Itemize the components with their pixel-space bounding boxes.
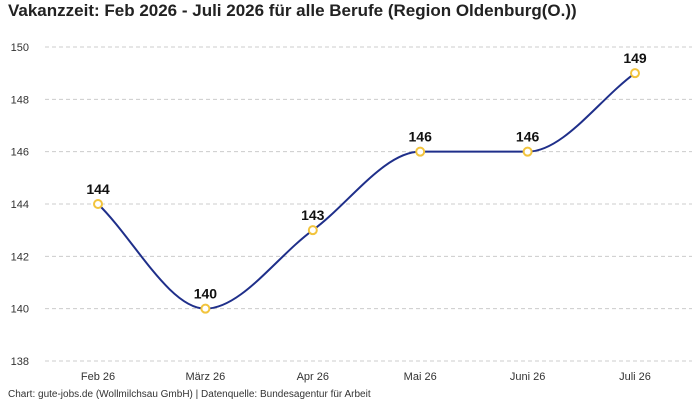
- x-tick-label: März 26: [186, 371, 226, 383]
- y-tick-label: 140: [11, 304, 29, 316]
- data-label: 146: [409, 129, 433, 145]
- data-label: 149: [623, 50, 647, 66]
- data-label: 144: [86, 181, 110, 197]
- x-tick-label: Juli 26: [619, 371, 651, 383]
- data-point: [307, 225, 318, 236]
- y-tick-label: 142: [11, 251, 29, 263]
- y-tick-label: 150: [11, 42, 29, 54]
- data-label: 140: [194, 286, 218, 302]
- data-point: [630, 68, 640, 79]
- data-point: [522, 146, 533, 157]
- data-point: [415, 146, 426, 157]
- grid-lines: [45, 46, 692, 362]
- y-tick-label: 148: [11, 94, 29, 106]
- x-tick-label: Feb 26: [81, 371, 115, 383]
- chart-title: Vakanzzeit: Feb 2026 - Juli 2026 für all…: [8, 1, 577, 20]
- chart-footer: Chart: gute-jobs.de (Wollmilchsau GmbH) …: [8, 389, 371, 400]
- x-tick-label: Apr 26: [297, 371, 329, 383]
- x-tick-label: Juni 26: [510, 371, 545, 383]
- x-axis-ticks: Feb 26 März 26 Apr 26 Mai 26 Juni 26 Juli 26: [81, 371, 651, 383]
- data-label: 146: [516, 129, 540, 145]
- data-point: [93, 199, 103, 209]
- data-label: 143: [301, 207, 325, 223]
- data-markers: [93, 68, 640, 314]
- series-line: [97, 72, 636, 310]
- data-labels: 144 140 143 146 146 149: [86, 50, 647, 301]
- y-tick-label: 144: [11, 199, 29, 211]
- data-point: [200, 303, 211, 314]
- y-tick-label: 146: [11, 147, 29, 159]
- x-tick-label: Mai 26: [404, 371, 437, 383]
- y-axis-ticks: 138 140 142 144 146 148 150: [11, 42, 29, 368]
- y-tick-label: 138: [11, 356, 29, 368]
